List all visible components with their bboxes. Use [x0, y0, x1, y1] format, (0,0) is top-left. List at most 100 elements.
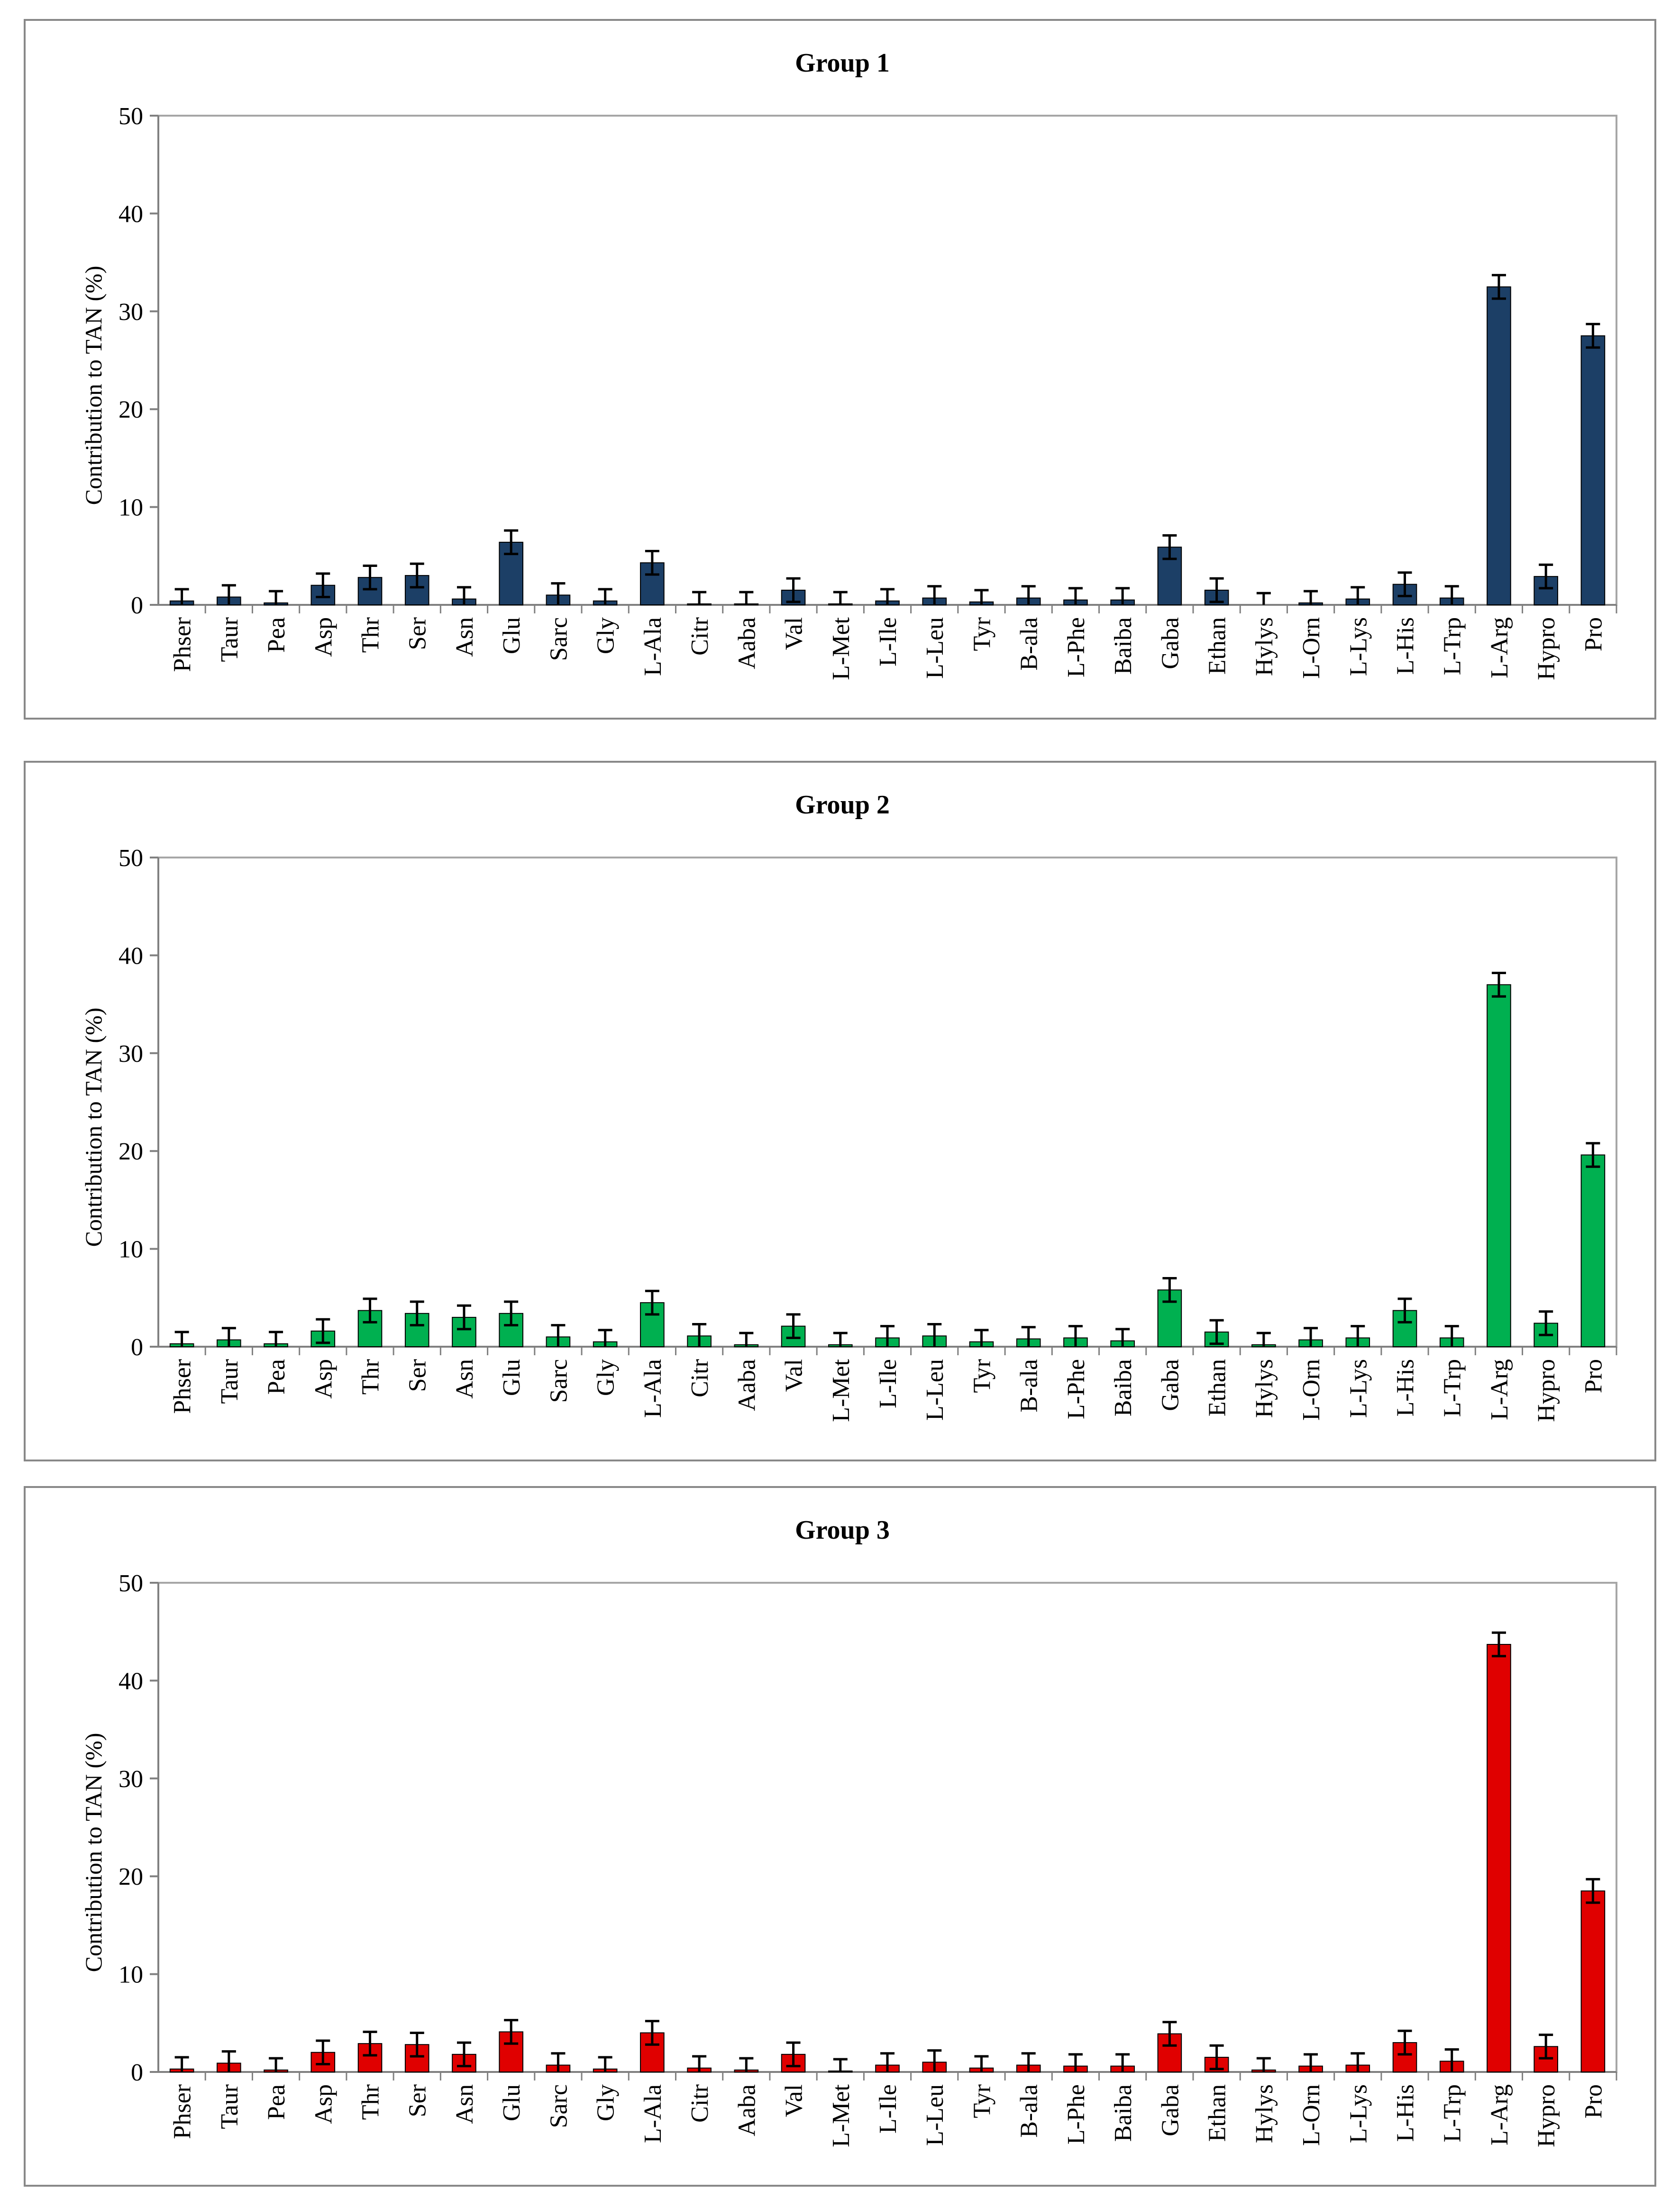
x-tick-label: Asp	[310, 1359, 337, 1399]
chart-title: Group 1	[795, 48, 890, 78]
x-tick-label: Sarc	[545, 2084, 572, 2128]
x-tick-label: Baiba	[1110, 617, 1137, 675]
y-tick-label: 20	[119, 396, 143, 423]
bar	[1487, 1644, 1511, 2073]
x-tick-label: L-Met	[828, 2084, 855, 2147]
x-tick-label: Hypro	[1533, 617, 1560, 680]
y-tick-label: 40	[119, 942, 143, 969]
x-tick-label: Ethan	[1204, 1359, 1231, 1416]
x-tick-label: Ser	[404, 1359, 431, 1392]
x-tick-label: L-Phe	[1063, 617, 1090, 677]
x-tick-label: Gly	[593, 2084, 620, 2121]
x-tick-label: L-Ile	[875, 2084, 902, 2134]
y-tick-label: 10	[119, 1236, 143, 1263]
x-tick-label: B-ala	[1016, 1359, 1043, 1413]
x-tick-label: Baiba	[1110, 2084, 1137, 2142]
x-tick-label: Aaba	[733, 617, 760, 669]
x-tick-label: Glu	[498, 617, 525, 654]
x-tick-label: L-Lys	[1345, 1359, 1372, 1418]
x-tick-label: L-Ala	[639, 1359, 667, 1418]
x-tick-label: Ser	[404, 2084, 431, 2117]
x-tick-label: Citr	[686, 617, 713, 656]
x-tick-label: Hylys	[1251, 1359, 1278, 1418]
x-tick-label: Gaba	[1157, 2084, 1184, 2136]
x-tick-label: L-Trp	[1439, 1359, 1466, 1417]
x-tick-label: L-Orn	[1298, 617, 1325, 679]
x-tick-label: Asp	[310, 2084, 337, 2124]
y-tick-label: 0	[131, 2059, 143, 2086]
x-tick-label: L-Lys	[1345, 2084, 1372, 2143]
x-tick-label: B-ala	[1016, 617, 1043, 671]
chart-title: Group 3	[795, 1515, 890, 1545]
x-tick-label: L-Phe	[1063, 1359, 1090, 1419]
x-tick-label: Pro	[1580, 2084, 1607, 2118]
chart-panel-group-1: Group 1 Contribution to TAN (%) 0 10 20 30 4…	[24, 19, 1656, 720]
x-tick-label: Tyr	[968, 2084, 995, 2118]
x-tick-label: L-Phe	[1063, 2084, 1090, 2144]
y-tick-label: 50	[119, 103, 143, 130]
x-tick-label: Thr	[357, 617, 384, 653]
x-tick-label: Phser	[169, 617, 196, 672]
x-tick-label: L-Ala	[639, 617, 667, 676]
y-axis-title: Contribution to TAN (%)	[80, 1008, 107, 1247]
x-tick-label: L-His	[1392, 617, 1419, 675]
x-tick-label: Val	[781, 1359, 808, 1392]
chart-panel-group-3: Group 3 Contribution to TAN (%) 0 10 20 30 4…	[24, 1486, 1656, 2187]
y-tick-label: 50	[119, 845, 143, 872]
x-tick-label: Sarc	[545, 617, 572, 661]
x-tick-label: Ser	[404, 617, 431, 650]
x-tick-label: Glu	[498, 2084, 525, 2121]
bar-chart-group-2: Group 2 Contribution to TAN (%) 0 10 20 30 4…	[80, 790, 1617, 1422]
x-tick-label: L-His	[1392, 1359, 1419, 1416]
bar-chart-group-3: Group 3 Contribution to TAN (%) 0 10 20 30 4…	[80, 1515, 1617, 2147]
y-tick-label: 10	[119, 494, 143, 521]
plot-area	[157, 1582, 1617, 2073]
x-tick-label: L-Leu	[922, 2084, 949, 2146]
x-tick-label: Pro	[1580, 617, 1607, 651]
x-tick-label: Thr	[357, 2084, 384, 2120]
x-tick-label: L-Leu	[922, 1359, 949, 1421]
y-tick-label: 30	[119, 299, 143, 326]
x-tick-label: Pea	[263, 617, 290, 653]
x-tick-label: Thr	[357, 1359, 384, 1395]
x-tick-label: Asp	[310, 617, 337, 657]
x-tick-label: Sarc	[545, 1359, 572, 1403]
x-tick-label: Citr	[686, 2084, 713, 2123]
x-tick-label: Hypro	[1533, 2084, 1560, 2147]
x-tick-label: Val	[781, 617, 808, 650]
x-tick-label: Phser	[169, 2084, 196, 2139]
x-tick-label: Glu	[498, 1359, 525, 1396]
x-tick-label: Hylys	[1251, 2084, 1278, 2143]
x-tick-label: Citr	[686, 1359, 713, 1397]
plot-area	[157, 857, 1617, 1348]
bar	[1580, 1890, 1606, 2072]
x-tick-label: Taur	[216, 617, 243, 662]
x-tick-label: Gly	[593, 617, 620, 654]
x-tick-label: Ethan	[1204, 617, 1231, 675]
y-tick-label: 0	[131, 592, 143, 619]
x-tick-label: L-Orn	[1298, 2084, 1325, 2146]
x-tick-label: Gaba	[1157, 617, 1184, 669]
x-tick-label: Baiba	[1110, 1359, 1137, 1416]
x-tick-label: Gly	[593, 1359, 620, 1396]
x-tick-label: Aaba	[733, 2084, 760, 2136]
x-tick-label: Aaba	[733, 1359, 760, 1411]
bar	[1580, 335, 1606, 605]
x-tick-label: Val	[781, 2084, 808, 2117]
y-axis-title: Contribution to TAN (%)	[80, 1733, 107, 1972]
x-tick-label: Pea	[263, 1359, 290, 1395]
plot-area	[157, 115, 1617, 606]
x-tick-label: L-Arg	[1486, 617, 1513, 678]
x-tick-label: L-Ala	[639, 2084, 667, 2143]
y-tick-label: 30	[119, 1040, 143, 1068]
x-tick-label: Hypro	[1533, 1359, 1560, 1422]
y-tick-label: 20	[119, 1138, 143, 1165]
y-tick-label: 50	[119, 1570, 143, 1597]
y-tick-label: 40	[119, 1668, 143, 1695]
x-tick-label: Phser	[169, 1359, 196, 1414]
x-tick-label: Tyr	[968, 617, 995, 651]
x-tick-label: L-Orn	[1298, 1359, 1325, 1421]
x-tick-label: Tyr	[968, 1359, 995, 1393]
x-tick-label: L-Arg	[1486, 2084, 1513, 2145]
bar	[357, 2043, 383, 2073]
